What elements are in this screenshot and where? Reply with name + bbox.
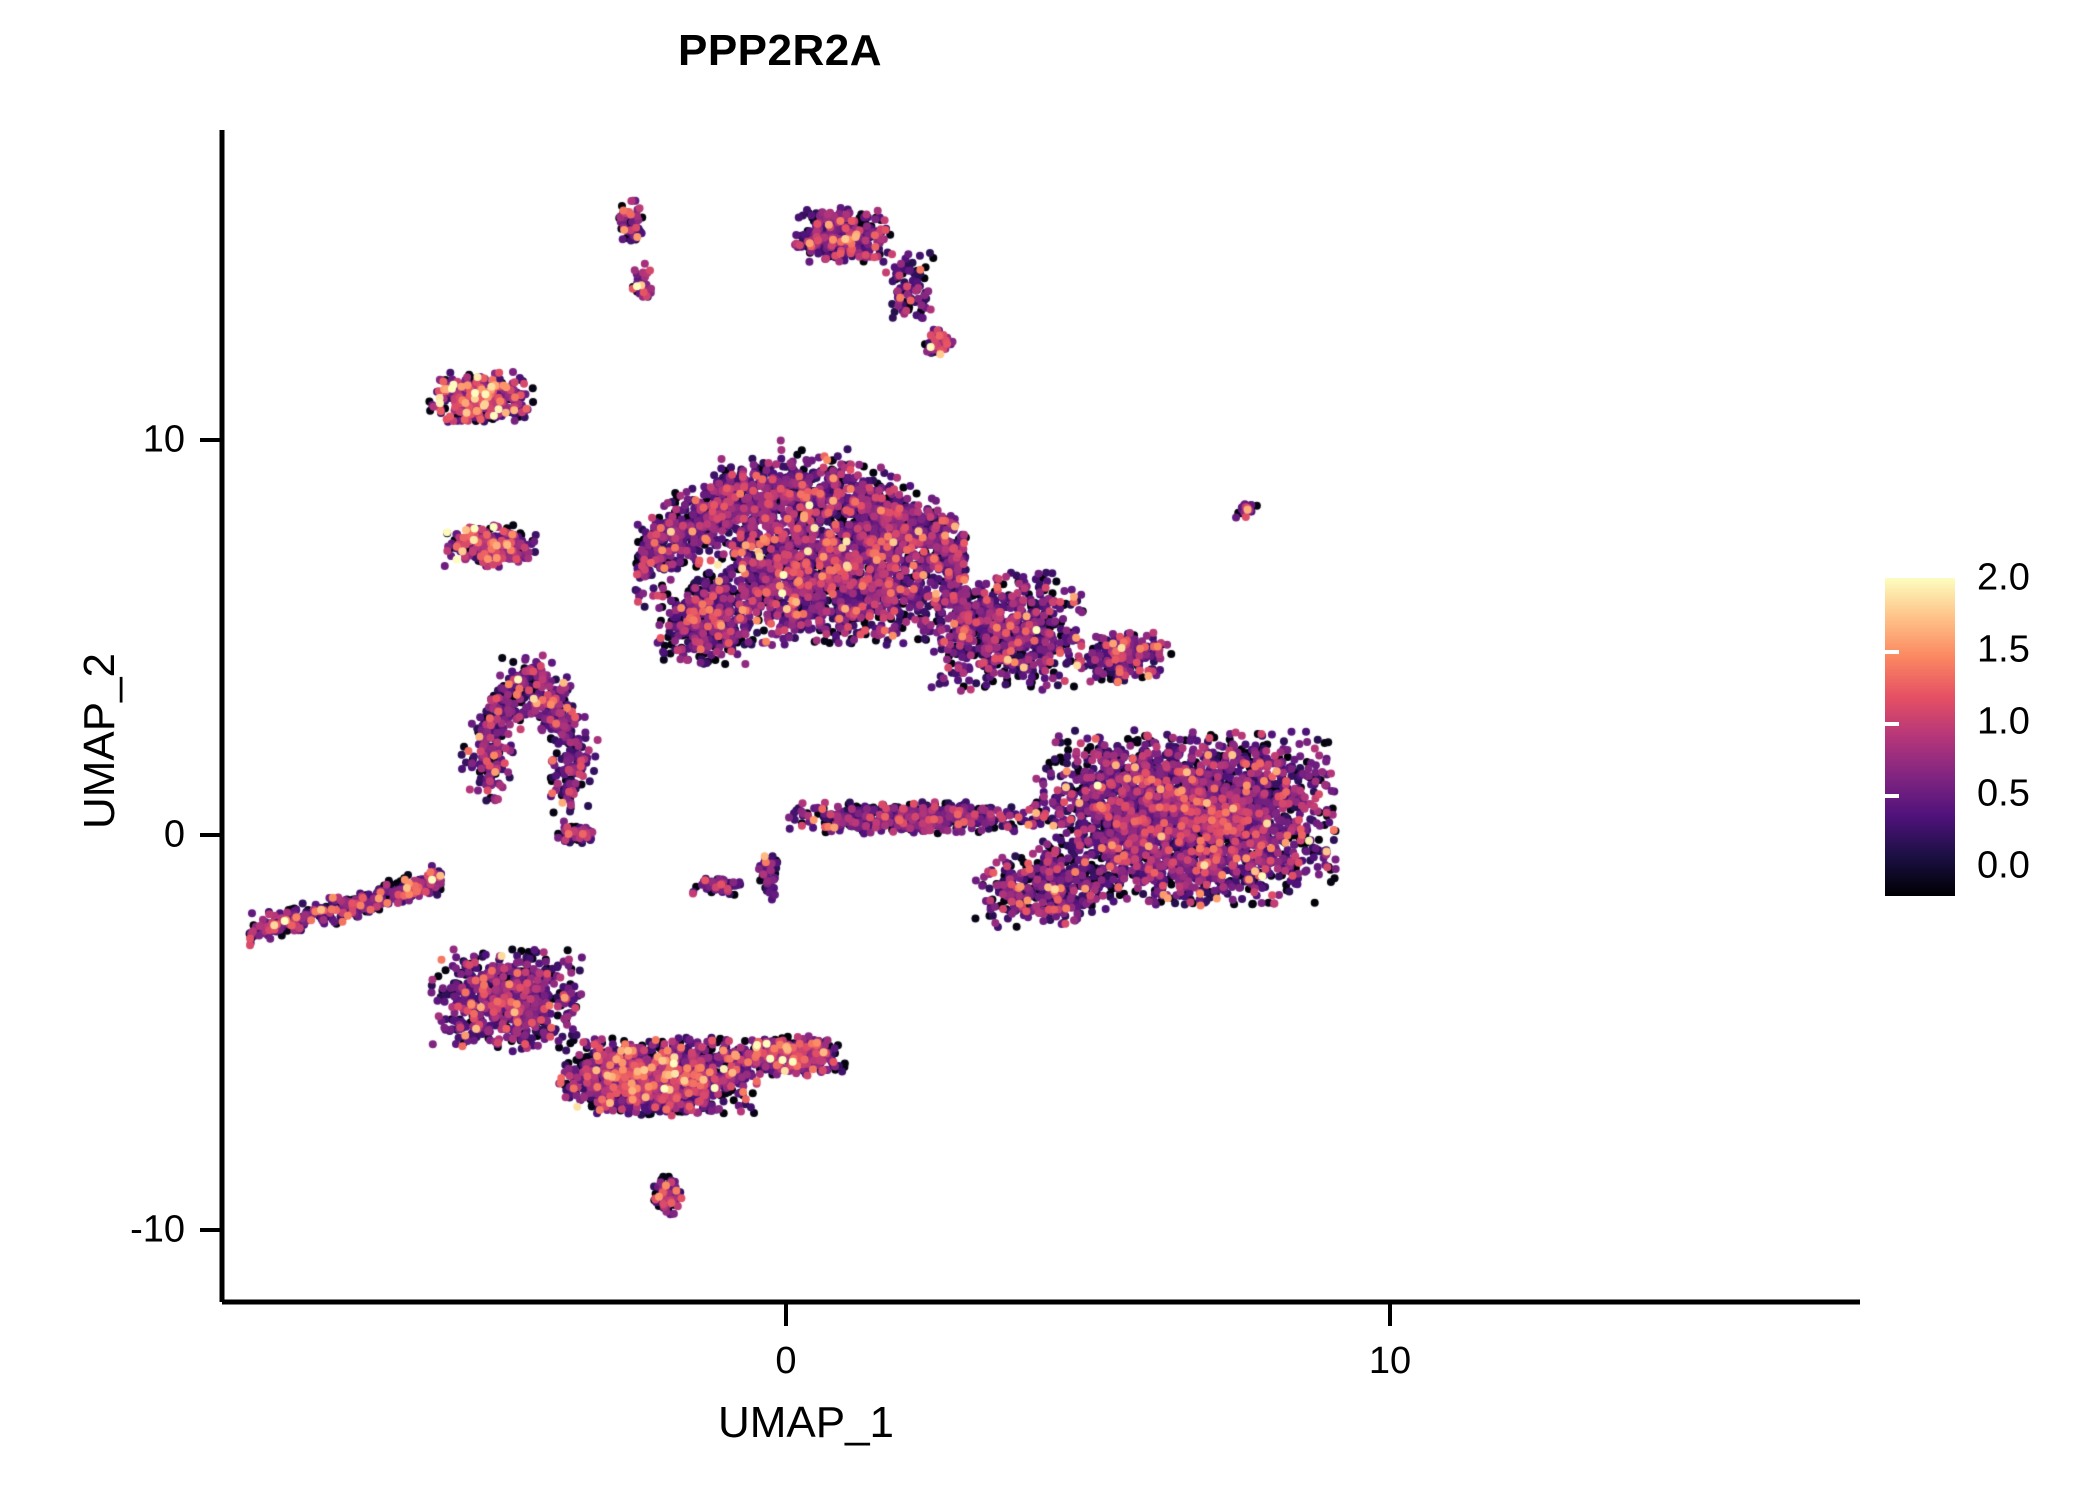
- colorbar-tick-mark: [2071, 794, 2085, 798]
- colorbar-tick-mark: [1885, 794, 1899, 798]
- colorbar-label-2-0: 2.0: [1977, 556, 2030, 599]
- y-axis-title: UMAP_2: [75, 652, 124, 830]
- page-title: PPP2R2A: [677, 26, 883, 75]
- y-tick-label-0: 0: [163, 813, 185, 856]
- colorbar-label-0-0: 0.0: [1977, 844, 2030, 887]
- colorbar-label-0-5: 0.5: [1977, 772, 2030, 815]
- colorbar-label-1-5: 1.5: [1977, 628, 2030, 671]
- y-tick-label-10: 10: [142, 418, 185, 461]
- colorbar-tick-mark: [1885, 650, 1899, 654]
- colorbar-legend: 2.0 1.5 1.0 0.5 0.0: [1885, 557, 2085, 908]
- x-tick-label-10: 10: [1368, 1340, 1412, 1382]
- colorbar-tick-mark: [2071, 722, 2085, 726]
- colorbar-tick-mark: [2071, 650, 2085, 654]
- colorbar-label-1-0: 1.0: [1977, 700, 2030, 743]
- colorbar-gradient: [1885, 578, 1955, 896]
- x-tick-label-0: 0: [775, 1340, 797, 1382]
- y-tick-label-minus-10: -10: [130, 1208, 185, 1251]
- colorbar-tick-mark: [1885, 722, 1899, 726]
- scatter-plot-canvas: [222, 130, 1370, 1302]
- x-axis-title: UMAP_1: [717, 1398, 895, 1447]
